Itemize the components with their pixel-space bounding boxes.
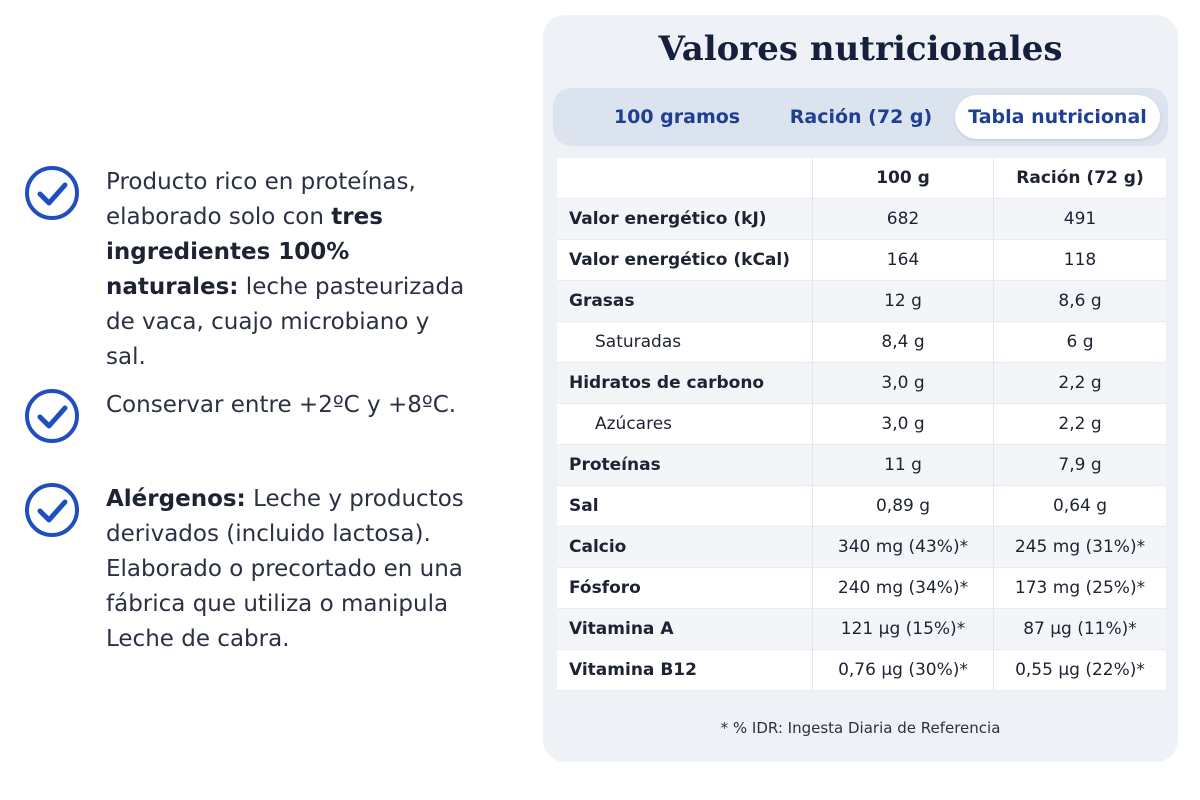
check-icon xyxy=(25,166,79,220)
text-segment: leche pasteurizada de vaca, cuajo microb… xyxy=(106,274,465,370)
cell: 0,55 µg (22%)* xyxy=(1015,660,1145,680)
info-text: Producto rico en proteínas, elaborado so… xyxy=(106,165,476,375)
tab[interactable]: Ración (72 g) xyxy=(789,106,933,128)
text-segment: Alérgenos: xyxy=(106,486,246,512)
row-label: Vitamina B12 xyxy=(569,660,697,680)
row-label: Vitamina A xyxy=(557,608,813,650)
table-row: Saturadas 8,4 g 6 g xyxy=(557,321,1166,363)
info-item: Conservar entre +2ºC y +8ºC. xyxy=(22,388,502,446)
row-label: Calcio xyxy=(557,526,813,568)
cell: 0,89 g xyxy=(812,485,994,527)
check-icon xyxy=(25,483,79,537)
cell: 11 g xyxy=(812,444,994,486)
cell: 7,9 g xyxy=(993,444,1166,486)
cell: 118 xyxy=(1063,250,1097,270)
table-row: Grasas 12 g 8,6 g xyxy=(557,280,1166,322)
cell: 3,0 g xyxy=(812,403,994,445)
row-label: Proteínas xyxy=(557,444,813,486)
tab[interactable]: 100 gramos xyxy=(613,106,741,128)
table-row: Sal 0,89 g 0,64 g xyxy=(557,485,1166,527)
row-label: Valor energético (kCal) xyxy=(569,250,790,270)
cell: 8,6 g xyxy=(993,280,1166,322)
info-item: Alérgenos: Leche y productos derivados (… xyxy=(22,482,502,657)
cell: 491 xyxy=(993,198,1166,240)
product-info: Producto rico en proteínas, elaborado so… xyxy=(0,0,540,800)
text-segment: Producto rico en proteínas, elaborado so… xyxy=(106,169,416,230)
cell: 2,2 g xyxy=(1058,414,1102,434)
table-row: Hidratos de carbono 3,0 g 2,2 g xyxy=(557,362,1166,404)
cell: 6 g xyxy=(1066,332,1094,352)
cell: 0,64 g xyxy=(1052,496,1108,516)
cell: 245 mg (31%)* xyxy=(993,526,1166,568)
row-label: Fósforo xyxy=(569,578,641,598)
cell: 164 xyxy=(812,239,994,281)
cell: 121 µg (15%)* xyxy=(812,608,994,650)
footnote: * % IDR: Ingesta Diaria de Referencia xyxy=(720,719,1001,737)
header-cell: Ración (72 g) xyxy=(1016,168,1144,188)
nutrition-panel: Valores nutricionales 100 gramos Ración (… xyxy=(543,15,1178,762)
table-row: Valor energético (kCal) 164 118 xyxy=(557,239,1166,281)
text-segment: Leche y productos derivados (incluido la… xyxy=(106,486,464,652)
row-label: Sal xyxy=(569,496,599,516)
tab-bar: 100 gramos Ración (72 g) Tabla nutricional xyxy=(553,88,1168,146)
cell: 0,76 µg (30%)* xyxy=(812,649,994,691)
table-row: Azúcares 3,0 g 2,2 g xyxy=(557,403,1166,445)
info-text: Alérgenos: Leche y productos derivados (… xyxy=(106,482,476,657)
table-row: Proteínas 11 g 7,9 g xyxy=(557,444,1166,486)
cell: 240 mg (34%)* xyxy=(812,567,994,609)
info-text: Conservar entre +2ºC y +8ºC. xyxy=(106,388,476,446)
cell: 3,0 g xyxy=(812,362,994,404)
cell: 173 mg (25%)* xyxy=(1014,578,1146,598)
row-label: Valor energético (kJ) xyxy=(557,198,813,240)
header-cell xyxy=(557,158,813,199)
cell: 2,2 g xyxy=(993,362,1166,404)
row-label: Saturadas xyxy=(595,332,682,352)
table-row: Vitamina B12 0,76 µg (30%)* 0,55 µg (22%)* xyxy=(557,649,1166,691)
check-icon xyxy=(25,389,79,443)
row-label: Grasas xyxy=(557,280,813,322)
header-row: 100 g Ración (72 g) xyxy=(557,158,1166,199)
text-segment: Conservar entre +2ºC y +8ºC. xyxy=(106,392,457,418)
row-label: Azúcares xyxy=(595,414,673,434)
cell: 340 mg (43%)* xyxy=(812,526,994,568)
header-cell: 100 g xyxy=(812,158,994,199)
nutrition-table: 100 g Ración (72 g) Valor energético (kJ) 6… xyxy=(557,158,1166,691)
panel-title: Valores nutricionales xyxy=(658,29,1063,69)
table-row: Fósforo 240 mg (34%)* 173 mg (25%)* xyxy=(557,567,1166,609)
info-item: Producto rico en proteínas, elaborado so… xyxy=(22,165,502,375)
table-row: Vitamina A 121 µg (15%)* 87 µg (11%)* xyxy=(557,608,1166,650)
row-label: Hidratos de carbono xyxy=(557,362,813,404)
cell: 8,4 g xyxy=(812,321,994,363)
cell: 12 g xyxy=(812,280,994,322)
cell: 682 xyxy=(812,198,994,240)
text-segment: tres ingredientes 100% naturales: xyxy=(106,204,383,300)
cell: 87 µg (11%)* xyxy=(993,608,1166,650)
tab[interactable]: Tabla nutricional xyxy=(955,95,1160,139)
table-row: Calcio 340 mg (43%)* 245 mg (31%)* xyxy=(557,526,1166,568)
table-row: Valor energético (kJ) 682 491 xyxy=(557,198,1166,240)
